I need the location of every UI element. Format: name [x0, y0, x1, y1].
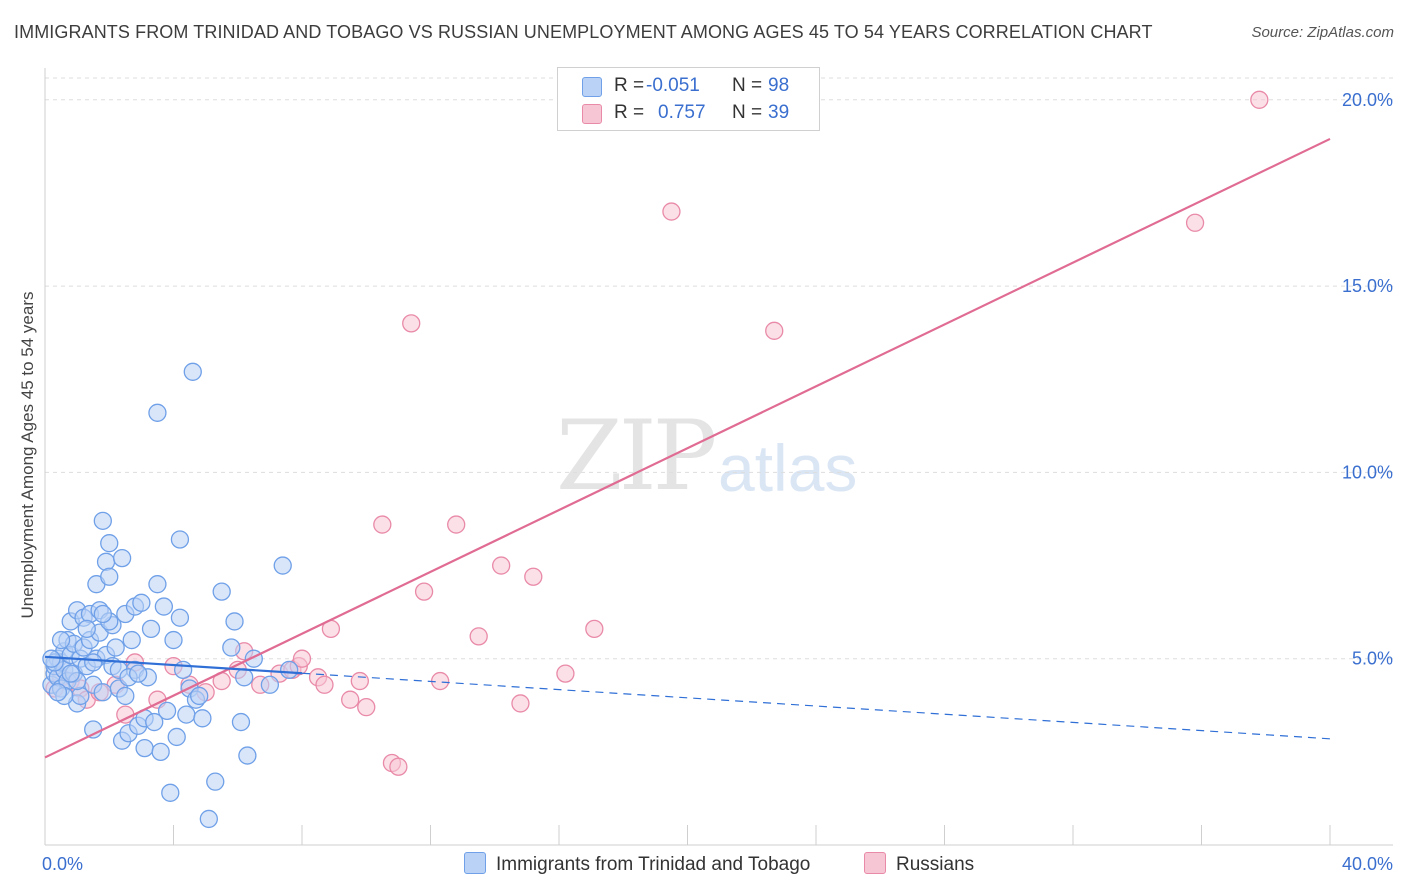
trinidad-point [279, 660, 299, 680]
russians-trend-line [44, 137, 1331, 759]
russians-point [1250, 90, 1269, 109]
r-value: -0.051 [646, 75, 700, 96]
trinidad-point [148, 403, 167, 422]
trinidad-point [100, 534, 119, 553]
r-label: R = [614, 102, 645, 123]
trinidad-point [112, 548, 132, 568]
trinidad-point [199, 809, 218, 829]
russians-point [447, 515, 466, 534]
trinidad-point [129, 664, 148, 683]
trinidad-point [48, 683, 67, 702]
russians-point [414, 582, 434, 601]
russians-point [341, 690, 360, 709]
russians-point [556, 664, 575, 683]
russians-point [492, 556, 511, 575]
blue-swatch [582, 77, 602, 97]
y-tick-label: 15.0% [1342, 276, 1393, 296]
trinidad-point [96, 552, 116, 571]
n-value: 98 [768, 75, 790, 96]
trinidad-point [93, 511, 112, 530]
trinidad-point [84, 653, 103, 672]
trinidad-point [177, 705, 196, 724]
trinidad-trend-line-solid [44, 655, 303, 675]
trinidad-point [170, 530, 190, 549]
trinidad-point [135, 738, 154, 758]
trinidad-point [106, 638, 125, 657]
russians-point [373, 515, 392, 534]
russians-point [315, 675, 334, 694]
y-tick-label: 20.0% [1342, 90, 1393, 110]
r-label: R = [614, 75, 645, 96]
n-label: N = [732, 102, 763, 123]
x-tick-label: 0.0% [42, 854, 83, 874]
y-axis-label: Unemployment Among Ages 45 to 54 years [18, 291, 37, 619]
legend-item-trinidad: Immigrants from Trinidad and Tobago [464, 852, 810, 876]
trinidad-point [116, 686, 135, 706]
russians-point [765, 321, 784, 340]
russians-point [1185, 213, 1205, 232]
source-label: Source: ZipAtlas.com [1251, 24, 1394, 41]
watermark-atlas: atlas [718, 431, 858, 505]
trinidad-point [148, 575, 167, 594]
russians-point [469, 627, 488, 646]
y-tick-label: 10.0% [1342, 462, 1393, 482]
trinidad-point [132, 593, 151, 612]
trinidad-point [122, 630, 141, 650]
legend-swatch-pink [864, 852, 886, 874]
trinidad-trend-line-dashed [301, 672, 1331, 740]
trinidad-point [154, 597, 174, 616]
trinidad-point [145, 712, 164, 732]
stats-legend: R = -0.051 N = 98 R = 0.757 N = 39 [557, 67, 820, 131]
trinidad-point [260, 675, 280, 694]
russians-point [350, 671, 369, 691]
russians-point [357, 697, 376, 717]
trinidad-point [93, 604, 112, 624]
russians-point [402, 314, 421, 333]
trinidad-point [93, 683, 112, 702]
trinidad-point [193, 709, 212, 728]
trinidad-point [157, 701, 177, 721]
legend-label-trinidad: Immigrants from Trinidad and Tobago [496, 854, 811, 875]
russians-point [430, 671, 450, 691]
trinidad-point [141, 619, 161, 639]
trinidad-point [190, 686, 209, 706]
trinidad-point [61, 664, 80, 683]
trinidad-point [164, 630, 183, 650]
legend-label-russians: Russians [896, 854, 975, 875]
n-label: N = [732, 75, 763, 96]
trinidad-point [235, 668, 254, 687]
trinidad-point [238, 746, 257, 765]
russians-point [585, 619, 604, 639]
trinidad-point [173, 660, 193, 680]
trinidad-point [151, 742, 170, 762]
chart-title: IMMIGRANTS FROM TRINIDAD AND TOBAGO VS R… [14, 22, 1153, 42]
trinidad-point [161, 783, 180, 802]
trinidad-point [225, 612, 244, 631]
trinidad-point [167, 727, 186, 747]
trinidad-point [206, 772, 225, 791]
russians-point [524, 567, 543, 586]
n-value: 39 [768, 102, 790, 123]
trinidad-point [222, 638, 241, 657]
russians-point [662, 202, 681, 221]
y-tick-label: 5.0% [1352, 649, 1393, 669]
trinidad-point [183, 362, 202, 381]
trinidad-point [77, 619, 96, 639]
watermark-zip: ZIP [556, 400, 717, 512]
trinidad-point [100, 567, 119, 586]
legend-swatch-blue [464, 852, 486, 874]
trinidad-point [231, 712, 251, 732]
trinidad-point [273, 556, 292, 575]
pink-swatch [582, 104, 602, 124]
russians-point [389, 757, 408, 776]
trinidad-point [170, 608, 190, 627]
x-tick-label: 40.0% [1342, 854, 1393, 874]
legend-item-russians: Russians [864, 852, 974, 876]
r-value: 0.757 [658, 102, 706, 123]
trinidad-point [51, 630, 71, 650]
trinidad-point [212, 582, 231, 601]
russians-point [292, 649, 312, 668]
russians-point [511, 694, 530, 713]
